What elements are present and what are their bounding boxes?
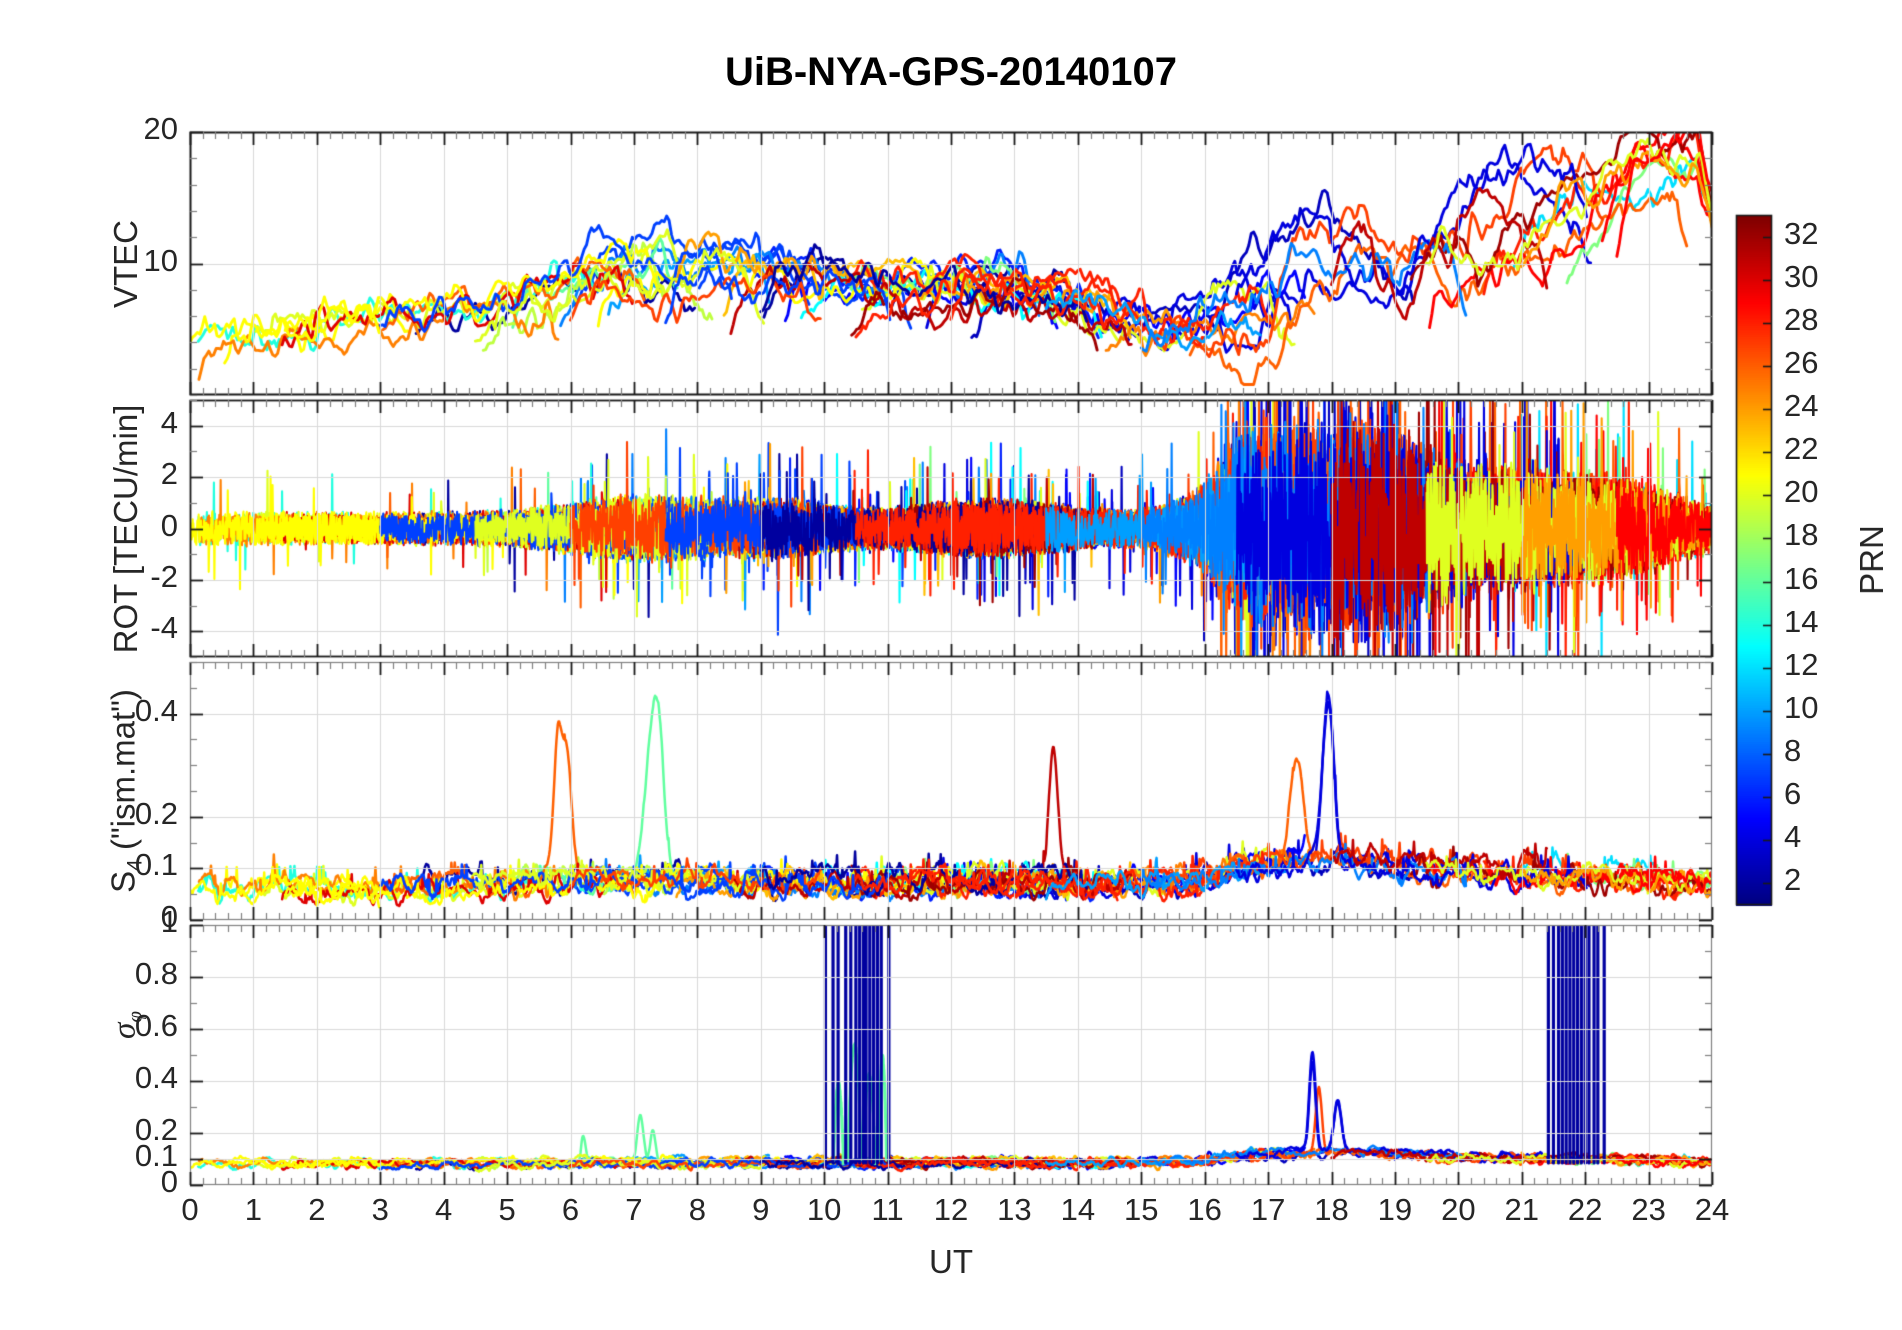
- y-tick-label: 0.1: [134, 1138, 178, 1173]
- y-tick-label: 4: [160, 404, 178, 440]
- colorbar-tick-label: 20: [1784, 474, 1819, 510]
- colorbar-tick-label: 32: [1784, 215, 1819, 251]
- y-tick-label: -2: [150, 558, 178, 594]
- x-tick-label: 3: [371, 1192, 389, 1227]
- y-tick-label: 10: [143, 242, 178, 278]
- y-tick-label: 0.1: [134, 847, 178, 883]
- page-title: UiB-NYA-GPS-20140107: [724, 50, 1178, 94]
- colorbar-tick-label: 8: [1784, 733, 1802, 769]
- x-tick-label: 11: [871, 1192, 904, 1227]
- y-tick-label: 1: [160, 904, 178, 939]
- y-tick-label: 0.2: [134, 1112, 178, 1147]
- colorbar-tick-label: 30: [1784, 258, 1819, 294]
- y-tick-label: 0.4: [134, 692, 178, 728]
- y-tick-label: 0.6: [134, 1008, 178, 1043]
- colorbar-tick-label: 16: [1784, 560, 1819, 596]
- colorbar-tick-label: 18: [1784, 517, 1819, 553]
- y-tick-label: 20: [143, 111, 178, 146]
- y-tick-label: -4: [150, 610, 178, 646]
- x-tick-label: 5: [498, 1192, 516, 1227]
- x-tick-label: 14: [1060, 1192, 1096, 1227]
- x-tick-label: 22: [1567, 1192, 1603, 1227]
- x-tick-label: 16: [1187, 1192, 1222, 1227]
- x-tick-label: 15: [1124, 1192, 1159, 1227]
- y-axis-label-sigma-phi: σφ: [106, 1011, 147, 1039]
- x-tick-label: 0: [181, 1192, 199, 1227]
- x-tick-label: 17: [1250, 1192, 1286, 1227]
- y-tick-label: 0.2: [134, 795, 178, 831]
- y-tick-label: 0.8: [134, 956, 178, 991]
- x-tick-label: 9: [752, 1192, 770, 1227]
- x-tick-label: 8: [688, 1192, 706, 1227]
- x-tick-label: 10: [806, 1192, 842, 1227]
- x-tick-label: 19: [1377, 1192, 1413, 1227]
- y-tick-label: 0.4: [134, 1060, 178, 1095]
- colorbar-tick-label: 24: [1784, 388, 1819, 424]
- x-tick-label: 13: [997, 1192, 1032, 1227]
- y-tick-label: 0: [160, 1164, 178, 1199]
- colorbar-tick-label: 4: [1784, 819, 1802, 855]
- colorbar-tick-label: 28: [1784, 301, 1819, 337]
- x-tick-label: 7: [625, 1192, 643, 1227]
- colorbar-tick-label: 14: [1784, 603, 1819, 639]
- y-tick-label: 2: [160, 456, 178, 492]
- y-tick-label: 0: [160, 507, 178, 543]
- colorbar-tick-label: 6: [1784, 776, 1802, 812]
- x-axis-label: UT: [929, 1243, 973, 1280]
- colorbar-label-prn: PRN: [1853, 525, 1890, 595]
- colorbar-tick-label: 2: [1784, 862, 1802, 898]
- x-tick-label: 2: [308, 1192, 326, 1227]
- x-tick-label: 4: [435, 1192, 453, 1227]
- y-axis-label-rot: ROT [TECU/min]: [107, 404, 144, 653]
- x-tick-label: 24: [1694, 1192, 1730, 1227]
- colorbar-tick-label: 10: [1784, 689, 1819, 725]
- x-tick-label: 1: [244, 1192, 263, 1227]
- y-axis-label-vtec: VTEC: [107, 219, 144, 308]
- y-tick-label: 0: [160, 899, 178, 934]
- x-tick-label: 23: [1631, 1192, 1666, 1227]
- x-tick-label: 18: [1314, 1192, 1349, 1227]
- x-tick-label: 21: [1504, 1192, 1539, 1227]
- colorbar-tick-label: 22: [1784, 431, 1819, 467]
- y-axis-label-s4: S4 ("ism.mat"): [104, 689, 147, 893]
- x-tick-label: 6: [561, 1192, 580, 1227]
- colorbar-tick-label: 12: [1784, 646, 1819, 682]
- x-tick-label: 12: [933, 1192, 969, 1227]
- x-tick-label: 20: [1441, 1192, 1476, 1227]
- colorbar-tick-label: 26: [1784, 344, 1819, 380]
